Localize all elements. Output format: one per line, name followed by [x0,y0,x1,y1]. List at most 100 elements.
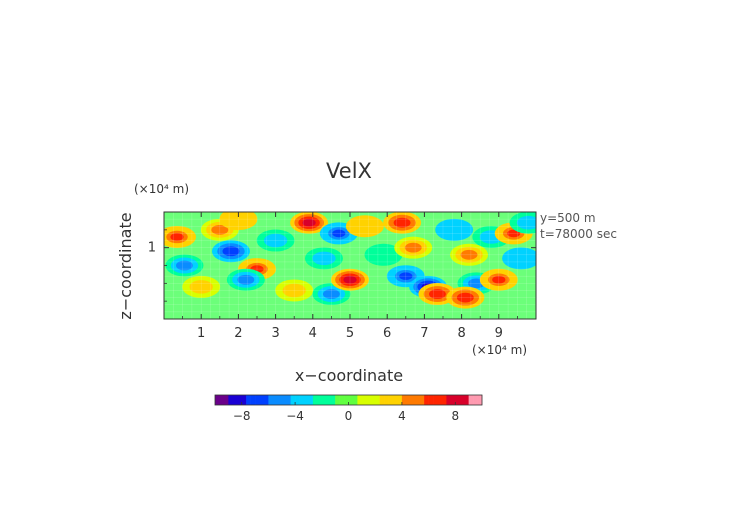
colorbar-segment [393,395,398,405]
colorbar-segment [304,395,309,405]
colorbar-segment [419,395,425,405]
velocity-cell-22 [435,218,474,241]
colorbar-segment [406,395,412,405]
velocity-contour [509,251,533,266]
colorbar-tick-label: 0 [345,409,353,423]
colorbar-segment [241,395,247,405]
colorbar-segment [215,395,220,405]
colorbar-segment [281,395,287,405]
x-tick-label: 2 [234,326,242,341]
colorbar-segment [308,395,314,405]
colorbar-segment [401,395,407,405]
x-tick-label: 5 [346,326,354,341]
velocity-contour [428,289,446,299]
x-tick-label: 4 [309,326,317,341]
velocity-contour [516,215,536,230]
colorbar-segment [450,395,456,405]
colorbar-segment [459,395,465,405]
colorbar-segment [277,395,283,405]
colorbar-segment [433,395,438,405]
velocity-contour [393,217,411,228]
colorbar-segment [348,395,354,405]
velocity-cell-0 [164,225,197,248]
velocity-contour [312,251,336,266]
x-tick-label: 9 [495,326,503,341]
velocity-cell-4 [211,240,250,263]
colorbar-segment [330,395,336,405]
x-tick-label: 1 [197,326,205,341]
velocity-contour [170,233,184,241]
colorbar-segment [219,395,225,405]
velocity-cell-11 [304,247,343,270]
velocity-field [164,212,536,309]
colorbar-segment [223,395,229,405]
colorbar-segment [455,395,461,405]
velocity-contour [226,212,251,226]
colorbar-segment [312,395,318,405]
velocity-cell-10 [290,212,329,234]
colorbar-segment [259,395,265,405]
velocity-contour [456,292,474,303]
colorbar-segment [446,395,452,405]
velocity-contour [189,280,213,294]
velocity-cell-14 [331,268,369,291]
velocity-cell-7 [226,268,265,291]
colorbar-segment [428,395,434,405]
velocity-contour [176,260,193,271]
annotation-y-position: y=500 m [540,211,596,225]
colorbar-segment [352,395,358,405]
velocity-contour [332,229,346,238]
colorbar-segment [286,395,291,405]
colorbar-segment [441,395,447,405]
colorbar-segment [468,395,474,405]
velocity-cell-15 [345,215,384,238]
velocity-cell-9 [275,279,314,302]
colorbar-segment [272,395,278,405]
velocity-contour [492,275,506,284]
velocity-contour [364,243,403,266]
colorbar-segment [255,395,260,405]
velocity-contour [263,233,288,248]
colorbar-segment [415,395,420,405]
velocity-cell-2 [182,275,221,298]
colorbar-segment [299,395,305,405]
velocity-contour [353,219,377,234]
velocity-cell-16 [364,243,403,266]
colorbar-segment [335,395,340,405]
heatmap-plot-area [163,211,537,320]
colorbar-segment [246,395,251,405]
velocity-cell-27 [479,268,518,291]
velocity-contour [322,289,340,299]
x-axis-label: x−coordinate [295,366,403,385]
colorbar-segment [397,395,403,405]
x-tick-label: 6 [383,326,391,341]
velocity-contour [302,218,316,227]
colorbar-segment [317,395,323,405]
velocity-cell-30 [509,212,536,234]
colorbar-segment [379,395,385,405]
x-axis-ticks: 1 2 3 4 5 6 7 8 9 [182,212,518,341]
velocity-cell-23 [450,243,489,266]
annotation-time: t=78000 sec [540,227,617,241]
colorbar-segment [290,395,296,405]
colorbar-segment [361,395,367,405]
velocity-cell-29 [502,247,536,270]
velocity-cell-5 [219,212,258,231]
colorbar-segment [410,395,416,405]
colorbar-segment [295,395,300,405]
velocity-contour [222,246,240,257]
colorbar-segment [321,395,327,405]
velocity-contour [282,283,306,298]
velocity-contour [442,223,466,237]
colorbar-segment [326,395,331,405]
y-unit-label: (×10⁴ m) [134,182,189,196]
velocity-contour [237,274,255,285]
x-tick-label: 8 [457,326,465,341]
velocity-cell-1 [165,254,204,277]
colorbar-segment [232,395,238,405]
colorbar-segment [477,395,483,405]
colorbar-ticks: −8 −4 0 4 8 [233,402,459,423]
velocity-contour [507,229,521,238]
velocity-contour [211,224,229,235]
velocity-cell-8 [256,229,295,252]
